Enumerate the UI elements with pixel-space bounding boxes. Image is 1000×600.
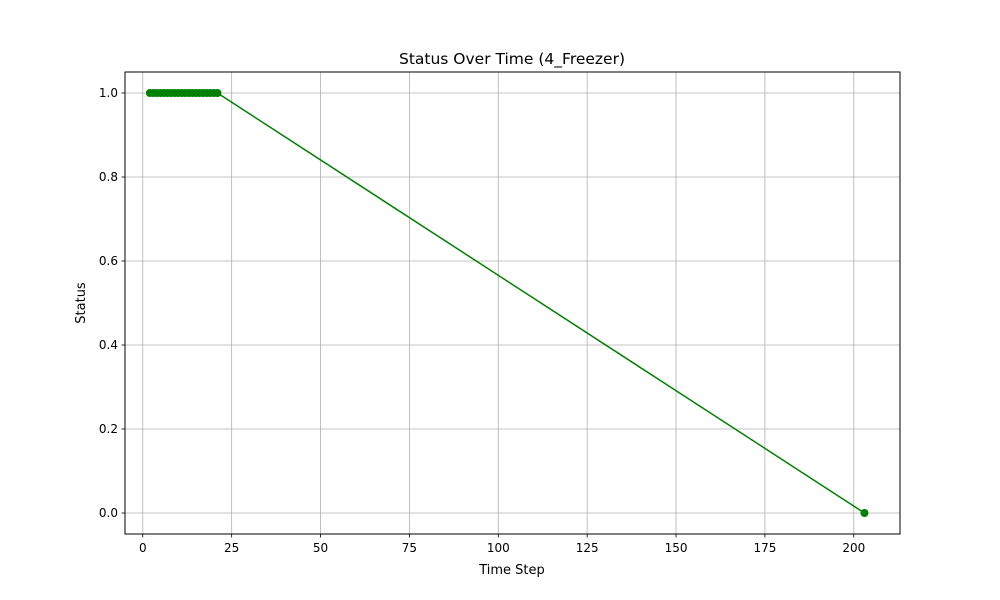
y-axis-label: Status	[74, 282, 89, 324]
status-data-point	[860, 509, 869, 517]
x-tick-label: 200	[842, 541, 865, 555]
x-tick-label: 150	[665, 541, 688, 555]
x-tick-label: 100	[487, 541, 510, 555]
plot-area	[125, 72, 900, 534]
y-tick-label: 0.8	[99, 170, 118, 184]
y-tick-label: 0.0	[99, 506, 118, 520]
y-tick-label: 0.2	[99, 422, 118, 436]
x-tick-label: 125	[576, 541, 599, 555]
plot-frame	[124, 71, 901, 535]
x-tick-label: 75	[402, 541, 417, 555]
y-tick-label: 0.4	[99, 338, 118, 352]
x-tick-label: 25	[224, 541, 239, 555]
x-tick-label: 50	[313, 541, 328, 555]
grid-lines	[125, 72, 900, 534]
x-axis-ticks: 0 25 50 75 100 125 150 175 200	[139, 534, 865, 555]
x-axis-label: Time Step	[478, 563, 545, 578]
series-layer	[145, 89, 869, 517]
y-axis-ticks: 0.0 0.2 0.4 0.6 0.8 1.0	[99, 86, 125, 520]
x-tick-label: 175	[753, 541, 776, 555]
x-tick-label: 0	[139, 541, 147, 555]
y-tick-label: 0.6	[99, 254, 118, 268]
status-data-point	[213, 89, 222, 97]
y-tick-label: 1.0	[99, 86, 118, 100]
chart-title: Status Over Time (4_Freezer)	[399, 50, 625, 69]
